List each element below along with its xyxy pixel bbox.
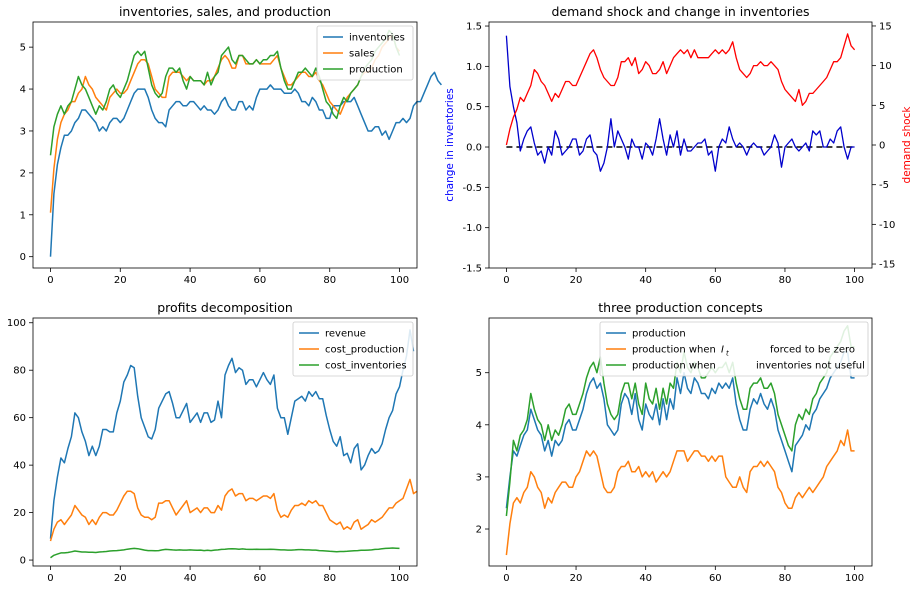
- x-tick-label: 80: [323, 275, 336, 286]
- x-tick-label: 0: [47, 573, 53, 584]
- y-tick-label: 0.5: [466, 102, 482, 113]
- legend-box: [599, 321, 869, 377]
- y2-tick-label: 5: [879, 101, 885, 112]
- legend: inventories sales production: [316, 25, 414, 81]
- x-tick-label: 20: [114, 275, 127, 286]
- legend: revenue cost_production cost_inventories: [292, 321, 414, 377]
- legend-box: [316, 25, 414, 81]
- x-tick-label: 0: [47, 275, 53, 286]
- x-tick-label: 40: [184, 573, 197, 584]
- y2-tick-label: -5: [879, 180, 889, 191]
- series-line-sales: [49, 33, 401, 213]
- y-tick-label: -0.5: [462, 183, 482, 194]
- y-tick-label: 3: [476, 472, 482, 483]
- x-tick-label: 0: [503, 275, 509, 286]
- axes-frame: [32, 21, 418, 269]
- x-tick-label: 40: [639, 275, 652, 286]
- series-line-demand-shock: [505, 33, 856, 146]
- y-tick-label: 100: [7, 318, 26, 329]
- chart-title: demand shock and change in inventories: [551, 4, 809, 19]
- x-tick-label: 40: [184, 275, 197, 286]
- y-axis-label: change in inventories: [444, 88, 456, 202]
- y-tick-label: 0: [20, 252, 26, 263]
- x-tick-label: 100: [845, 573, 864, 584]
- chart-3: profits decomposition 0 20 40 60 80 100 0 20 40 60…: [7, 300, 418, 584]
- y2-tick-label: -15: [879, 260, 895, 271]
- series-line-change-in-inventories: [505, 35, 855, 172]
- legend-label: forced to be zero: [770, 345, 855, 356]
- chart-title: three production concepts: [598, 300, 763, 315]
- y-tick-label: -1.5: [462, 264, 482, 275]
- x-tick-label: 100: [845, 275, 864, 286]
- chart-2: demand shock and change in inventories 0 2…: [444, 4, 913, 286]
- series-line-production: [505, 351, 855, 509]
- legend-label: revenue: [325, 329, 366, 340]
- x-tick-label: 60: [254, 275, 267, 286]
- x-tick-label: 100: [390, 573, 409, 584]
- y-tick-label: 1.0: [466, 62, 482, 73]
- y-tick-label: 80: [13, 366, 26, 377]
- y-tick-label: 40: [13, 461, 26, 472]
- y-tick-label: 1.5: [466, 22, 482, 33]
- y-tick-label: 5: [20, 43, 26, 54]
- series-line-inventories: [49, 71, 442, 257]
- series-line-production: [49, 29, 401, 156]
- chart-title: profits decomposition: [157, 300, 293, 315]
- y-tick-label: 20: [13, 508, 26, 519]
- y-tick-label: 2: [476, 525, 482, 536]
- legend-label: cost_inventories: [325, 361, 407, 372]
- x-tick-label: 60: [709, 275, 722, 286]
- x-tick-label: 80: [779, 573, 792, 584]
- chart-4: three production concepts 0 20 40 60 80 100 2 3 4…: [476, 300, 873, 584]
- y-tick-label: 4: [20, 85, 26, 96]
- x-tick-label: 40: [639, 573, 652, 584]
- legend-label: cost_production: [325, 345, 404, 356]
- legend-label: inventories: [349, 33, 405, 44]
- x-tick-label: 20: [570, 275, 583, 286]
- y-tick-label: -1.0: [462, 223, 482, 234]
- y2-tick-label: 0: [879, 141, 885, 152]
- axes-frame: [488, 317, 873, 567]
- legend-label: production when: [632, 345, 716, 356]
- legend-label: inventories not useful: [756, 361, 865, 372]
- y2-tick-label: 15: [879, 21, 892, 32]
- y2-axis-label: demand shock: [901, 106, 913, 184]
- y-tick-label: 0.0: [466, 143, 482, 154]
- legend-label: production when: [632, 361, 716, 372]
- y2-tick-label: 10: [879, 61, 892, 72]
- legend-label: production: [632, 329, 686, 340]
- axes-frame: [488, 21, 873, 269]
- y-tick-label: 2: [20, 168, 26, 179]
- series-line-revenue: [49, 329, 415, 539]
- y-tick-label: 1: [20, 210, 26, 221]
- x-tick-label: 60: [709, 573, 722, 584]
- x-tick-label: 80: [779, 275, 792, 286]
- legend-symbol: I: [721, 345, 724, 356]
- x-tick-label: 0: [503, 573, 509, 584]
- x-tick-label: 100: [390, 275, 409, 286]
- y2-tick-label: -10: [879, 220, 895, 231]
- y-tick-label: 60: [13, 413, 26, 424]
- legend-label: sales: [349, 49, 374, 60]
- legend-symbol-sub: t: [726, 350, 729, 358]
- series-line-cost_inventories: [50, 547, 400, 559]
- y-tick-label: 5: [476, 368, 482, 379]
- x-tick-label: 20: [114, 573, 127, 584]
- chart-title: inventories, sales, and production: [119, 4, 331, 19]
- y-tick-label: 3: [20, 126, 26, 137]
- y-tick-label: 4: [476, 420, 482, 431]
- legend-label: production: [349, 65, 403, 76]
- series-line-cost_production: [49, 478, 418, 542]
- legend-box: [292, 321, 414, 377]
- x-tick-label: 60: [254, 573, 267, 584]
- axes-frame: [32, 317, 418, 567]
- x-tick-label: 20: [570, 573, 583, 584]
- x-tick-label: 80: [323, 573, 336, 584]
- series-line-production-when-I_t-forced-to-be-zero: [505, 429, 855, 556]
- y-tick-label: 0: [20, 556, 26, 567]
